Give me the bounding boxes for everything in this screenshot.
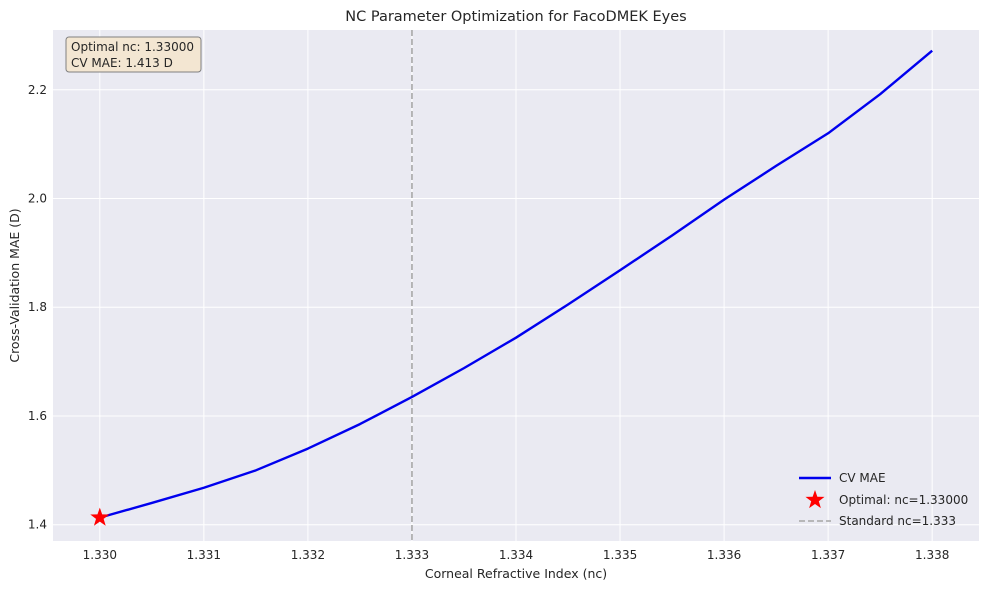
annotation-line-2: CV MAE: 1.413 D	[71, 56, 173, 70]
legend-swatch-optimal	[805, 490, 825, 509]
chart-title: NC Parameter Optimization for FacoDMEK E…	[345, 9, 686, 25]
y-tick-label: 2.2	[28, 83, 47, 97]
y-tick-label: 2.0	[28, 192, 47, 206]
x-tick-label: 1.337	[811, 548, 845, 562]
point-layer	[90, 507, 110, 526]
y-tick-label: 1.4	[28, 518, 47, 532]
x-tick-label: 1.331	[187, 548, 221, 562]
x-tick-label: 1.332	[291, 548, 325, 562]
legend-label-standard: Standard nc=1.333	[839, 514, 956, 528]
x-tick-label: 1.335	[603, 548, 637, 562]
legend: CV MAE Optimal: nc=1.33000 Standard nc=1…	[799, 471, 968, 528]
y-axis-label: Cross-Validation MAE (D)	[7, 208, 22, 362]
y-tick-label: 1.8	[28, 300, 47, 314]
legend-label-optimal: Optimal: nc=1.33000	[839, 493, 968, 507]
y-tick-labels: 1.4 1.6 1.8 2.0 2.2	[28, 83, 47, 532]
y-tick-label: 1.6	[28, 409, 47, 423]
x-tick-label: 1.338	[915, 548, 949, 562]
x-axis-label: Corneal Refractive Index (nc)	[425, 566, 607, 581]
x-tick-label: 1.334	[499, 548, 533, 562]
annotation-line-1: Optimal nc: 1.33000	[71, 40, 194, 54]
x-tick-label: 1.330	[83, 548, 117, 562]
x-tick-label: 1.336	[707, 548, 741, 562]
series-layer	[99, 49, 933, 519]
x-tick-label: 1.333	[395, 548, 429, 562]
annotation-background	[65, 36, 202, 73]
legend-label-cv-mae: CV MAE	[839, 471, 886, 485]
optimal-point-star	[90, 507, 110, 526]
annotation-box: Optimal nc: 1.33000 CV MAE: 1.413 D	[65, 36, 202, 73]
x-tick-labels: 1.330 1.331 1.332 1.333 1.334 1.335 1.336 1.337…	[83, 548, 950, 562]
grid-layer	[53, 30, 979, 541]
series-line-cv-mae	[99, 49, 933, 519]
